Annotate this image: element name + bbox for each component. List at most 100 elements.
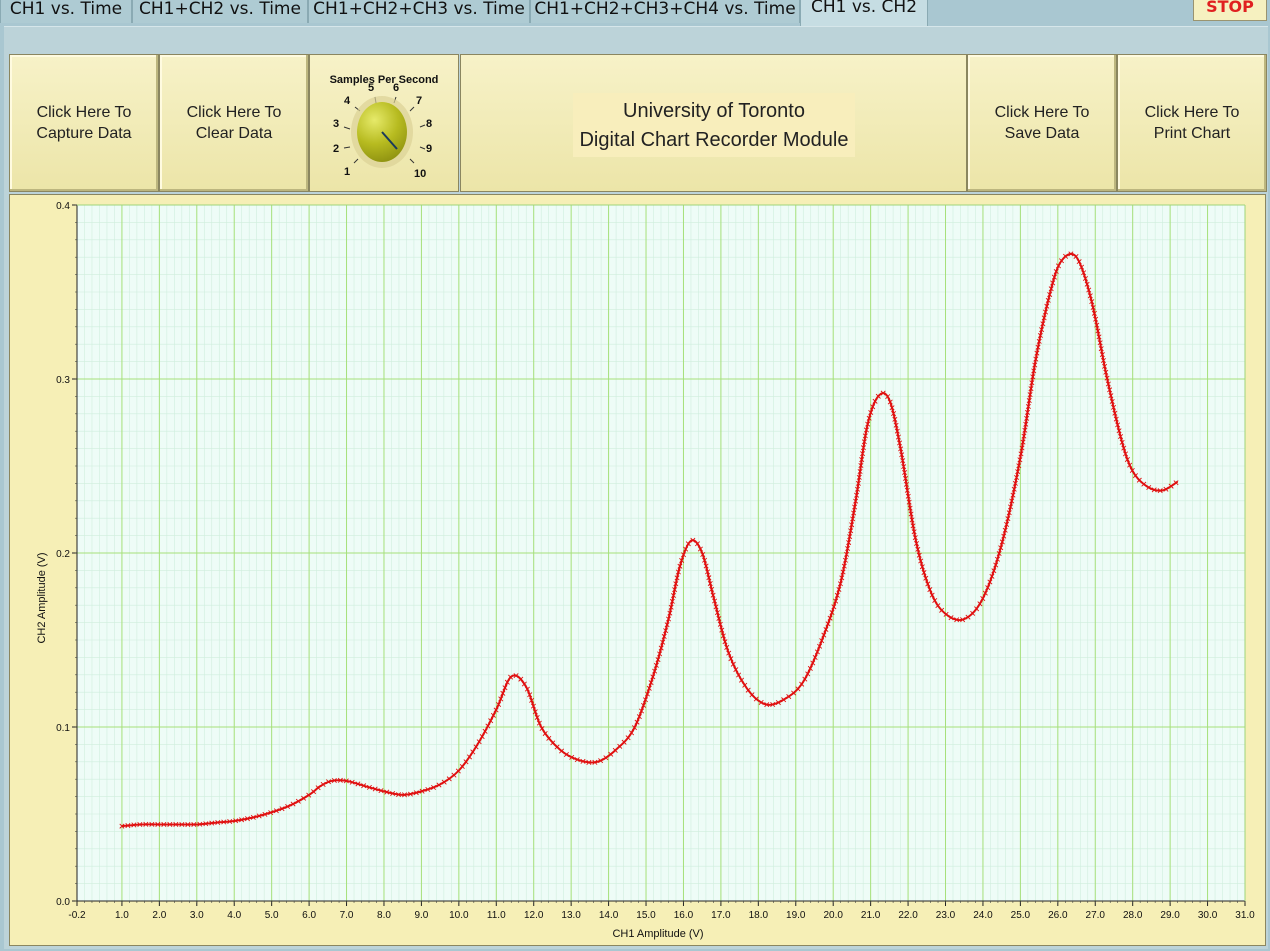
trace-point-marker bbox=[853, 498, 859, 504]
trace-point-marker bbox=[1055, 263, 1061, 269]
trace-point-marker bbox=[1032, 362, 1038, 368]
trace-point-marker bbox=[1042, 309, 1048, 315]
trace-point-marker bbox=[872, 398, 878, 404]
x-tick-label: 2.0 bbox=[152, 910, 166, 921]
trace-point-marker bbox=[991, 568, 997, 574]
x-tick-label: 16.0 bbox=[674, 910, 694, 921]
trace-point-marker bbox=[706, 575, 712, 581]
trace-point-marker bbox=[1036, 338, 1042, 344]
stop-button[interactable]: STOP bbox=[1193, 0, 1267, 21]
trace-point-marker bbox=[943, 611, 949, 617]
knob-scale-5: 5 bbox=[368, 82, 375, 94]
tab-ch1-vs-ch2[interactable]: CH1 vs. CH2 bbox=[800, 0, 928, 26]
x-tick-label: 12.0 bbox=[524, 910, 544, 921]
knob-scale-2: 2 bbox=[333, 143, 340, 155]
x-tick-label: 6.0 bbox=[302, 910, 316, 921]
tab-ch1-ch2-ch3-vs-time[interactable]: CH1+CH2+CH3 vs. Time bbox=[308, 0, 530, 23]
print-chart-button[interactable]: Click Here To Print Chart bbox=[1117, 54, 1267, 192]
trace-point-marker bbox=[1105, 381, 1111, 387]
trace-point-marker bbox=[842, 557, 848, 563]
trace-point-marker bbox=[518, 676, 524, 682]
trace-point-marker bbox=[845, 545, 851, 551]
trace-point-marker bbox=[1011, 486, 1017, 492]
trace-point-marker bbox=[527, 692, 533, 698]
trace-point-marker bbox=[1012, 480, 1018, 486]
trace-point-marker bbox=[894, 428, 900, 434]
trace-point-marker bbox=[1097, 340, 1103, 346]
trace-point-marker bbox=[749, 692, 755, 698]
trace-point-marker bbox=[836, 587, 842, 593]
trace-point-marker bbox=[685, 541, 691, 547]
trace-point-marker bbox=[657, 651, 663, 657]
trace-point-marker bbox=[1073, 254, 1079, 260]
trace-point-marker bbox=[621, 739, 627, 745]
trace-point-marker bbox=[655, 657, 661, 663]
trace-point-marker bbox=[817, 643, 823, 649]
trace-point-marker bbox=[569, 754, 575, 760]
trace-point-marker bbox=[1095, 328, 1101, 334]
trace-point-marker bbox=[320, 781, 326, 787]
x-tick-label: 11.0 bbox=[487, 910, 506, 921]
trace-point-marker bbox=[753, 696, 759, 702]
ch1-vs-ch2-chart[interactable]: -0.2 1.0 2.0 3.0 4.0 5.0 6.0 7.0 8.0 9.0 10.0 11.0 1… bbox=[10, 195, 1265, 945]
trace-point-marker bbox=[710, 592, 716, 598]
trace-point-marker bbox=[1109, 399, 1115, 405]
trace-point-marker bbox=[810, 660, 816, 666]
trace-point-marker bbox=[999, 539, 1005, 545]
trace-point-marker bbox=[1063, 253, 1069, 259]
trace-point-marker bbox=[795, 686, 801, 692]
trace-point-marker bbox=[648, 680, 654, 686]
trace-point-marker bbox=[829, 609, 835, 616]
tab-ch1-ch2-vs-time[interactable]: CH1+CH2 vs. Time bbox=[132, 0, 308, 23]
trace-point-marker bbox=[592, 759, 598, 765]
trace-point-marker bbox=[899, 452, 905, 458]
knob-scale-10: 10 bbox=[414, 168, 427, 180]
trace-point-marker bbox=[1037, 332, 1043, 339]
trace-point-marker bbox=[1093, 316, 1099, 322]
trace-point-marker bbox=[1004, 521, 1010, 527]
trace-point-marker bbox=[893, 422, 899, 428]
trace-point-marker bbox=[1019, 445, 1025, 451]
trace-point-marker bbox=[901, 464, 907, 470]
x-tick-label: 22.0 bbox=[898, 910, 918, 921]
print-button-line2: Print Chart bbox=[1153, 125, 1231, 142]
trace-point-marker bbox=[892, 416, 898, 422]
trace-point-marker bbox=[673, 581, 679, 587]
trace-point-marker bbox=[661, 633, 667, 639]
trace-point-marker bbox=[366, 784, 372, 790]
trace-point-marker bbox=[1136, 477, 1142, 483]
capture-data-button[interactable]: Click Here To Capture Data bbox=[9, 54, 159, 192]
trace-point-marker bbox=[791, 690, 797, 696]
x-tick-label: 13.0 bbox=[561, 910, 581, 921]
x-tick-label: 8.0 bbox=[377, 910, 391, 921]
trace-point-marker bbox=[1002, 527, 1008, 533]
trace-point-marker bbox=[1009, 498, 1015, 504]
trace-point-marker bbox=[167, 821, 173, 827]
trace-point-marker bbox=[1034, 350, 1040, 356]
x-tick-label: 15.0 bbox=[636, 910, 656, 921]
trace-point-marker bbox=[1104, 375, 1110, 381]
trace-point-marker bbox=[726, 650, 732, 656]
trace-point-marker bbox=[960, 617, 966, 623]
trace-point-marker bbox=[1082, 275, 1088, 281]
tab-ch1-vs-time[interactable]: CH1 vs. Time bbox=[0, 0, 132, 23]
trace-point-marker bbox=[1017, 457, 1023, 463]
trace-point-marker bbox=[939, 607, 945, 613]
trace-point-marker bbox=[143, 821, 149, 827]
knob-dial[interactable] bbox=[357, 102, 407, 162]
chart-panel: -0.2 1.0 2.0 3.0 4.0 5.0 6.0 7.0 8.0 9.0 10.0 11.0 1… bbox=[9, 194, 1266, 946]
trace-point-marker bbox=[728, 656, 734, 662]
trace-point-marker bbox=[714, 610, 720, 616]
trace-point-marker bbox=[860, 445, 866, 451]
capture-button-line2: Capture Data bbox=[36, 125, 132, 142]
trace-point-marker bbox=[244, 816, 250, 822]
trace-point-marker bbox=[1058, 258, 1065, 264]
save-data-button[interactable]: Click Here To Save Data bbox=[967, 54, 1117, 192]
trace-point-marker bbox=[929, 592, 935, 598]
clear-data-button[interactable]: Click Here To Clear Data bbox=[159, 54, 309, 192]
trace-point-marker bbox=[554, 744, 560, 750]
trace-point-marker bbox=[1022, 427, 1028, 433]
trace-point-marker bbox=[852, 504, 858, 510]
knob-scale-1: 1 bbox=[344, 166, 351, 178]
tab-ch1-ch2-ch3-ch4-vs-time[interactable]: CH1+CH2+CH3+CH4 vs. Time bbox=[530, 0, 800, 23]
